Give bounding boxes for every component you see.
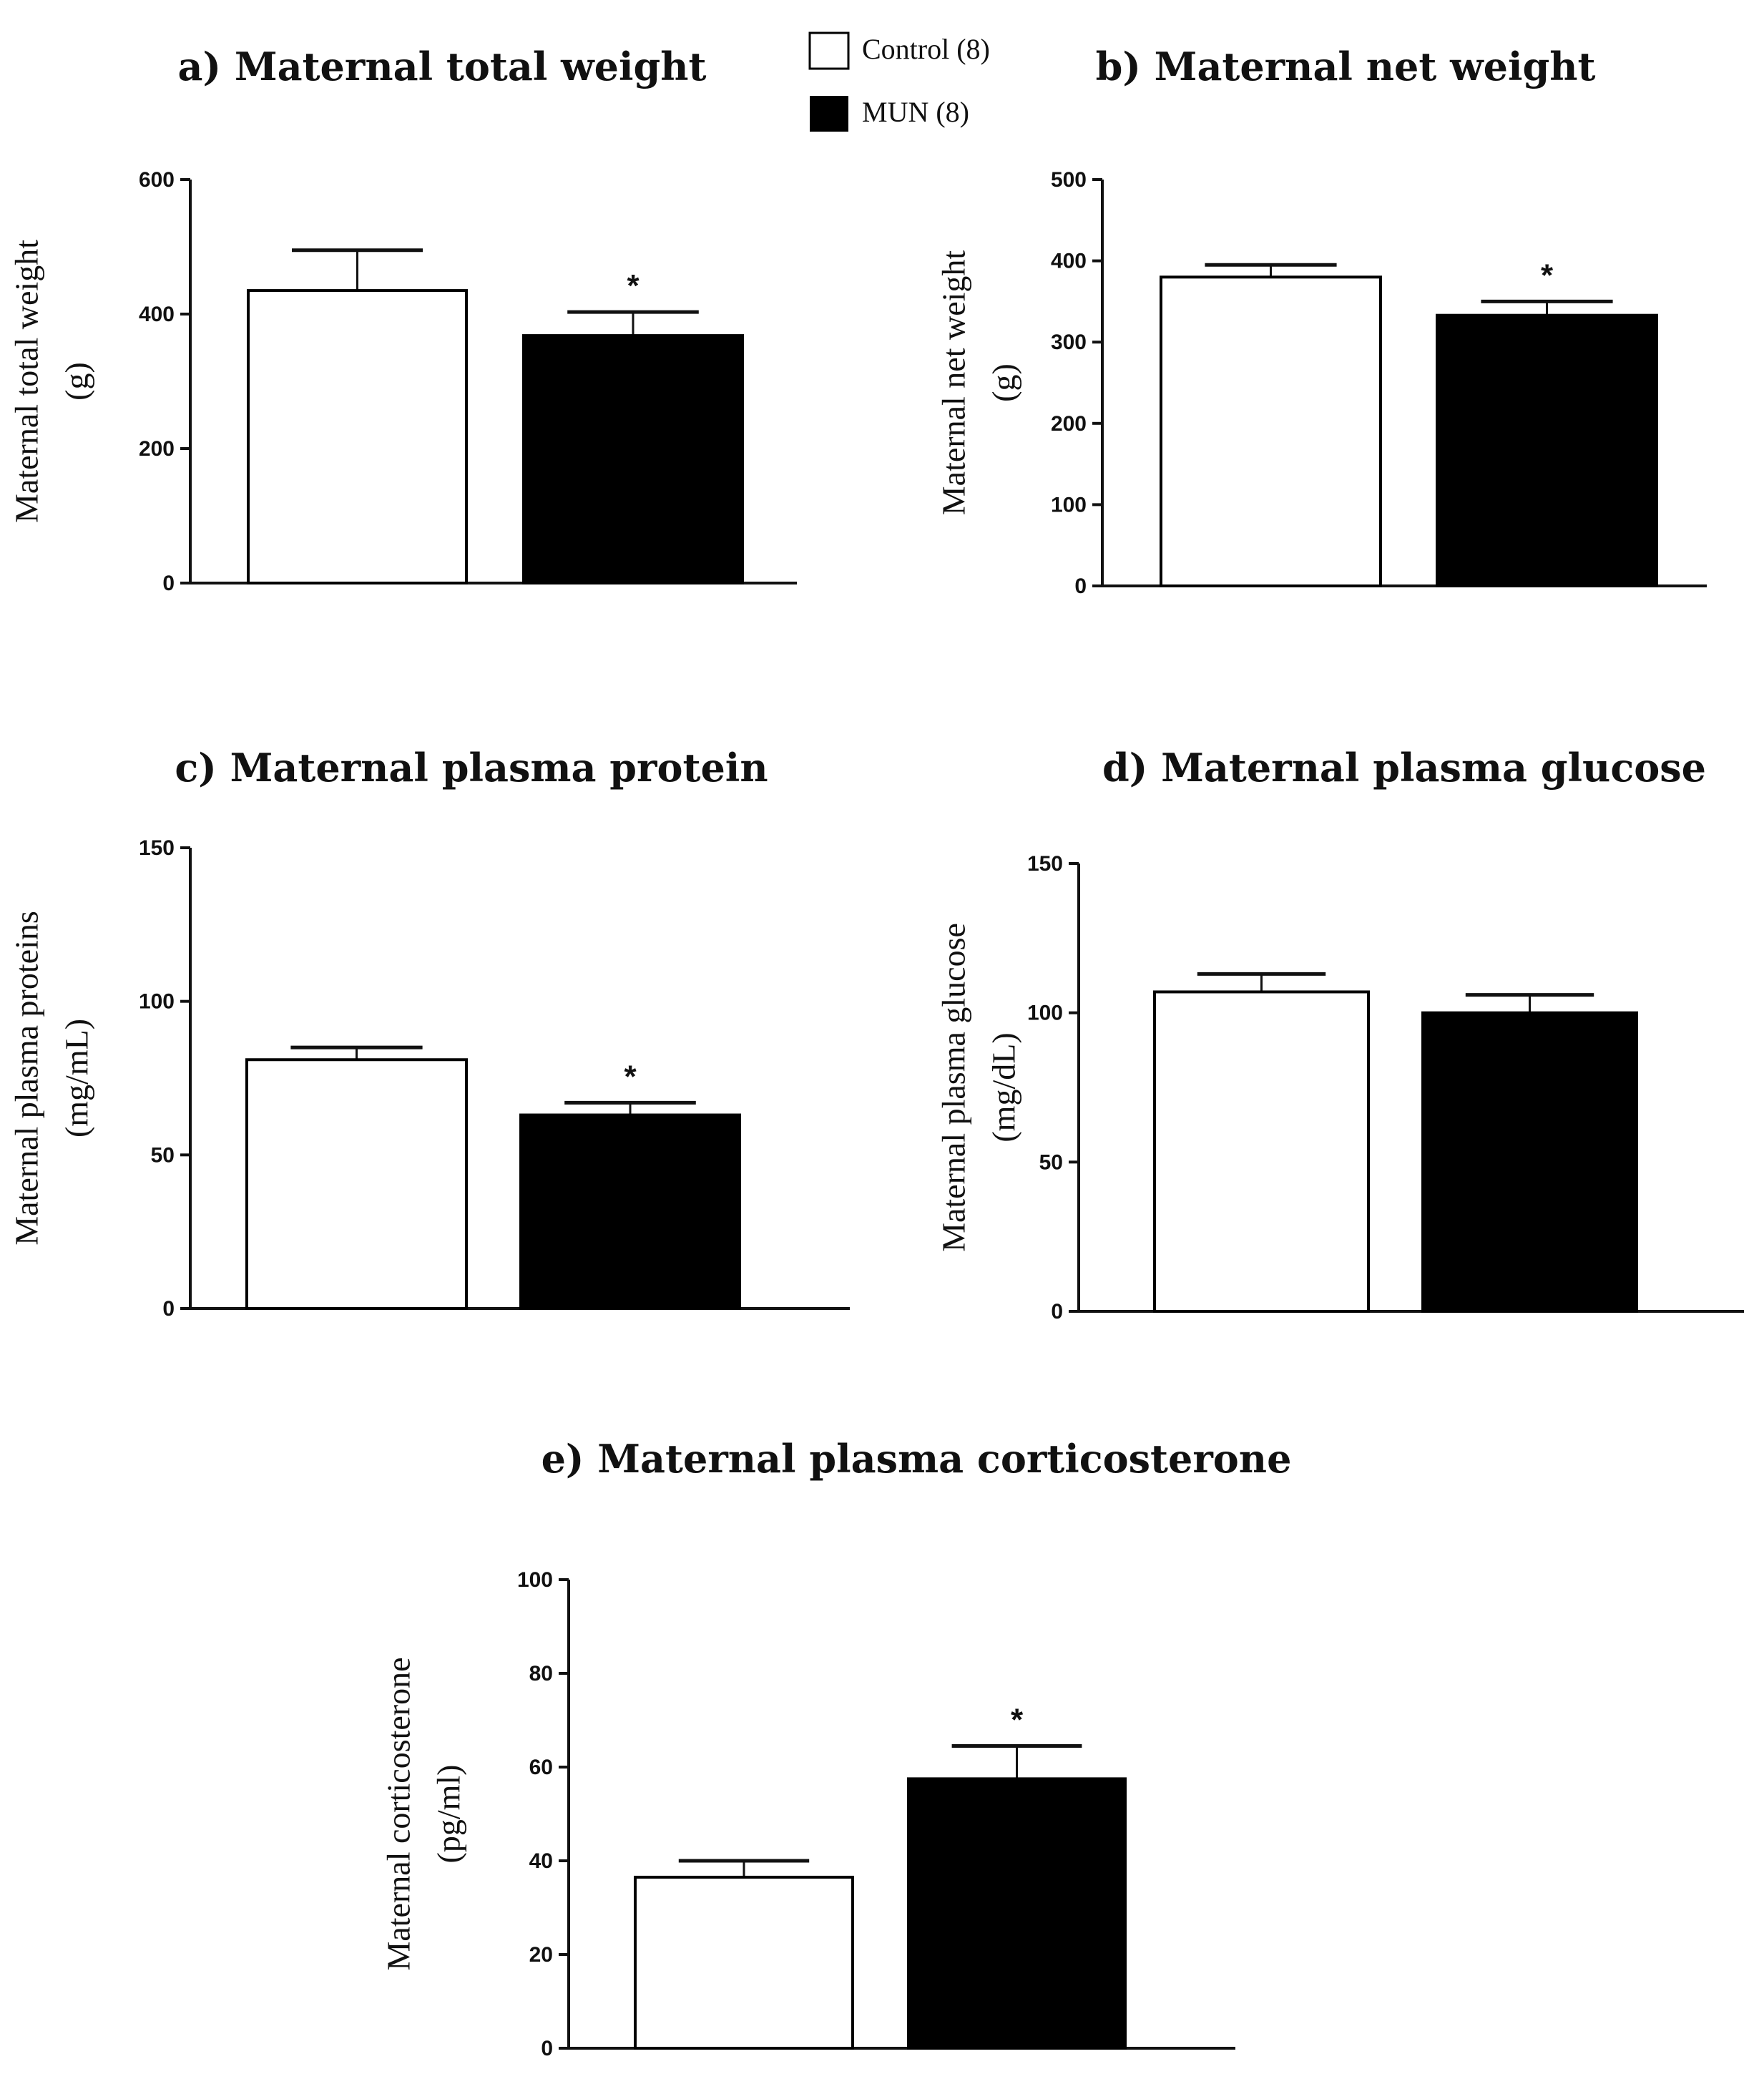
bar-mun	[519, 1113, 741, 1311]
y-axis-label: Maternal plasma proteins	[9, 911, 45, 1246]
significance-marker: *	[1011, 1703, 1024, 1738]
y-tick-label: 80	[529, 1662, 553, 1686]
chart-total-weight: a) Maternal total weight Maternal total w…	[9, 44, 797, 595]
bar-control	[1153, 990, 1370, 1313]
legend: Control (8) MUN (8)	[808, 31, 990, 132]
bar-control	[634, 1875, 854, 2050]
y-axis-label: Maternal net weight	[936, 250, 972, 516]
y-tick-label: 300	[1051, 331, 1087, 354]
y-tick-label: 0	[541, 2037, 553, 2060]
legend-label-mun: MUN (8)	[862, 96, 969, 128]
chart-net-weight: b) Maternal net weight Maternal net weigh…	[936, 44, 1707, 598]
y-tick-label: 60	[529, 1756, 553, 1779]
y-tick-label: 100	[1051, 493, 1087, 517]
y-tick-label: 200	[139, 437, 175, 461]
y-tick-label: 100	[139, 990, 175, 1014]
bar-control	[1160, 275, 1382, 587]
bar-control	[247, 289, 468, 584]
y-tick-label: 600	[139, 168, 175, 192]
y-axis-label: (mg/dL)	[986, 1032, 1022, 1142]
y-tick-label: 0	[1051, 1300, 1063, 1324]
chart-title: e) Maternal plasma corticosterone	[542, 1436, 1292, 1482]
y-tick-label: 40	[529, 1849, 553, 1873]
y-axis-label: (g)	[986, 363, 1022, 402]
bar-mun	[907, 1777, 1127, 2050]
y-tick-label: 50	[151, 1143, 175, 1167]
bar-control	[245, 1058, 468, 1310]
y-tick-label: 200	[1051, 412, 1087, 436]
chart-plasma-protein: c) Maternal plasma protein Maternal plasm…	[9, 745, 850, 1321]
y-axis-label: Maternal corticosterone	[381, 1657, 417, 1970]
chart-plasma-glucose: d) Maternal plasma glucose Maternal plasm…	[936, 745, 1744, 1324]
y-tick-label: 100	[517, 1568, 553, 1592]
legend-swatch-mun	[810, 96, 848, 132]
y-axis-label: Maternal total weight	[9, 240, 45, 523]
significance-marker: *	[624, 1059, 637, 1094]
y-tick-label: 0	[162, 572, 175, 595]
significance-marker: *	[1541, 258, 1554, 293]
chart-title: d) Maternal plasma glucose	[1102, 745, 1706, 791]
y-tick-label: 20	[529, 1943, 553, 1967]
y-tick-label: 50	[1039, 1150, 1063, 1174]
bar-mun	[522, 334, 744, 584]
chart-corticosterone: e) Maternal plasma corticosterone Materna…	[381, 1436, 1292, 2060]
y-tick-label: 500	[1051, 168, 1087, 192]
y-tick-label: 150	[139, 836, 175, 860]
y-tick-label: 150	[1027, 852, 1063, 876]
bar-mun	[1421, 1011, 1638, 1313]
y-tick-label: 100	[1027, 1002, 1063, 1025]
y-axis-label: Maternal plasma glucose	[936, 923, 972, 1252]
chart-title: c) Maternal plasma protein	[175, 745, 768, 791]
y-axis-label: (g)	[59, 362, 95, 401]
y-axis-label: (pg/ml)	[431, 1765, 467, 1864]
legend-swatch-control	[808, 31, 850, 70]
y-tick-label: 0	[162, 1297, 175, 1321]
y-axis-label: (mg/mL)	[59, 1019, 95, 1138]
bar-mun	[1436, 313, 1658, 587]
significance-marker: *	[627, 268, 640, 303]
legend-label-control: Control (8)	[862, 33, 990, 65]
y-tick-label: 0	[1074, 574, 1087, 598]
chart-title: a) Maternal total weight	[178, 44, 707, 89]
chart-title: b) Maternal net weight	[1096, 44, 1596, 89]
y-tick-label: 400	[1051, 250, 1087, 273]
y-tick-label: 400	[139, 303, 175, 326]
